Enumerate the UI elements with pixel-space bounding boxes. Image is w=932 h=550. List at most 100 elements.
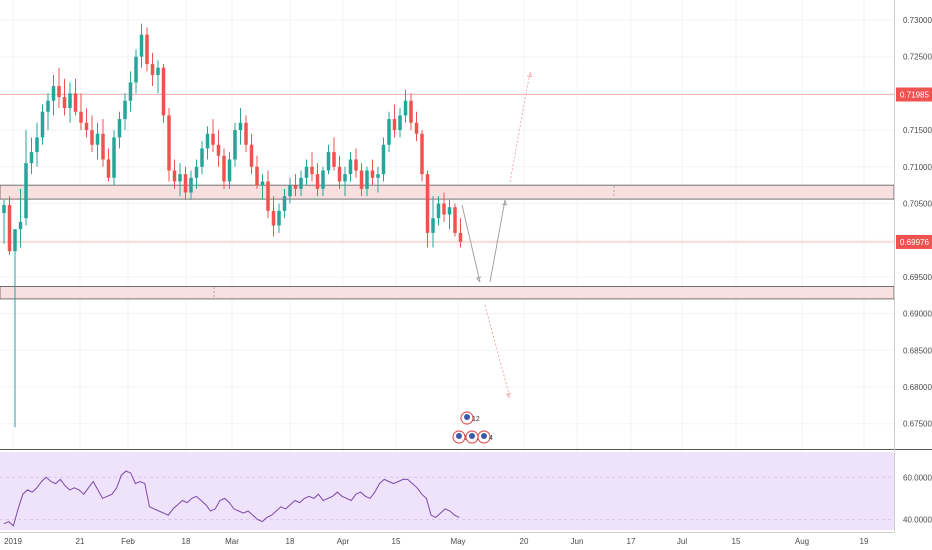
candle-body — [227, 159, 232, 182]
candle-body — [51, 86, 56, 101]
candle-body — [343, 174, 347, 182]
price-label-bg — [896, 87, 932, 102]
x-tick-label: 15 — [392, 537, 401, 546]
candle-body — [288, 185, 292, 197]
candle-body — [150, 64, 155, 76]
x-tick-label: Aug — [795, 537, 809, 546]
time-axis[interactable]: 2019 21 Feb 18 Mar 18 Apr 15 May 20 Jun 17 Jul 15 Aug 1… — [4, 537, 869, 546]
candle-body — [117, 119, 122, 138]
candle-body — [46, 100, 50, 112]
candle-body — [431, 218, 435, 233]
y-tick-label: 0.69500 — [903, 273, 932, 282]
y-tick-label: 0.68000 — [903, 383, 932, 392]
x-tick-label: 20 — [520, 537, 529, 546]
candle-body — [13, 229, 17, 252]
projection-line — [509, 71, 531, 183]
candle-body — [447, 207, 452, 215]
grid — [0, 0, 894, 532]
x-tick-label: 18 — [182, 537, 191, 546]
price-axis[interactable]: 0.730000.725000.720000.715000.710000.705… — [896, 16, 932, 524]
candle-body — [222, 155, 226, 182]
event-badges[interactable]: 12724 — [452, 411, 493, 444]
candle-body — [453, 207, 457, 233]
badge-count: 12 — [472, 416, 480, 423]
candle-body — [156, 67, 160, 76]
candle-body — [2, 204, 6, 214]
x-tick-label: Mar — [225, 537, 239, 546]
projection-line — [461, 204, 481, 283]
candle-body — [62, 97, 67, 109]
candle-body — [128, 82, 133, 101]
rsi-tick-label: 40.0000 — [903, 515, 932, 524]
candle-body — [18, 221, 23, 230]
candle-body — [172, 170, 177, 182]
rsi-tick-label: 60.0000 — [903, 473, 932, 482]
candle-body — [79, 111, 83, 123]
projection-line — [489, 199, 506, 283]
candle-body — [277, 210, 281, 226]
rsi-indicator — [0, 470, 894, 527]
zone-rect — [0, 286, 895, 300]
candle-body — [211, 133, 215, 145]
candle-body — [255, 166, 259, 186]
candle-body — [29, 152, 34, 164]
candle-body — [398, 115, 402, 131]
rsi-line — [3, 470, 460, 527]
candle-body — [205, 133, 210, 149]
candle-body — [282, 196, 287, 211]
x-tick-label: 19 — [860, 537, 869, 546]
candle-body — [57, 86, 61, 98]
candle-body — [442, 203, 446, 215]
candle-body — [376, 174, 380, 178]
candle-body — [84, 122, 89, 131]
candle-body — [348, 159, 353, 175]
candle-body — [68, 93, 72, 109]
candle-body — [167, 115, 171, 171]
candle-body — [321, 170, 325, 189]
candle-body — [145, 34, 149, 65]
candle-body — [337, 166, 342, 182]
projection-line — [484, 304, 511, 399]
candle-body — [332, 152, 336, 167]
candle-body — [123, 100, 127, 120]
price-label-bg — [896, 234, 932, 249]
y-tick-label: 0.68500 — [903, 346, 932, 355]
candle-body — [271, 210, 276, 226]
candle-body — [425, 174, 430, 233]
candle-body — [266, 181, 270, 211]
candle-body — [106, 159, 111, 178]
projection-arrowhead — [526, 71, 532, 78]
flag-badge-dot — [456, 433, 462, 439]
price-label: 0.69976 — [900, 238, 929, 247]
candle-body — [112, 137, 116, 178]
candle-body — [365, 170, 369, 189]
candle-body — [24, 163, 28, 219]
zone-rect — [0, 184, 895, 200]
candle-body — [40, 111, 45, 138]
projection-arrows — [461, 71, 532, 399]
projection-arrowhead — [505, 392, 512, 399]
candle-body — [200, 148, 204, 167]
y-tick-label: 0.71000 — [903, 163, 932, 172]
x-tick-label: 21 — [76, 537, 85, 546]
candle-body — [420, 133, 424, 175]
y-tick-label: 0.69000 — [903, 310, 932, 319]
projection-arrowhead — [476, 276, 482, 283]
projection-arrowhead — [501, 199, 507, 206]
candle-body — [370, 170, 375, 178]
candle-body — [161, 67, 166, 116]
candle-body — [387, 119, 391, 145]
candle-body — [304, 166, 309, 178]
x-tick-label: Feb — [121, 537, 135, 546]
x-tick-label: 17 — [627, 537, 636, 546]
candle-body — [249, 144, 254, 167]
y-tick-label: 0.72500 — [903, 53, 932, 62]
candle-body — [178, 174, 182, 182]
badge-count: 4 — [489, 435, 493, 442]
x-tick-label: 18 — [286, 537, 295, 546]
candle-body — [233, 130, 237, 160]
candle-body — [134, 56, 138, 83]
candle-body — [90, 130, 94, 145]
x-tick-label: May — [450, 537, 465, 546]
